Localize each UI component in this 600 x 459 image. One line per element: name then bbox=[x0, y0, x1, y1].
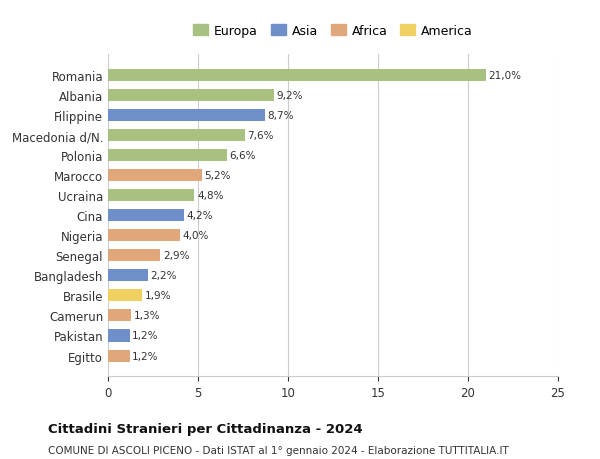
Text: 5,2%: 5,2% bbox=[204, 171, 231, 181]
Text: 7,6%: 7,6% bbox=[248, 131, 274, 141]
Text: 9,2%: 9,2% bbox=[276, 91, 303, 101]
Bar bbox=[108, 70, 486, 82]
Bar bbox=[108, 150, 227, 162]
Text: Cittadini Stranieri per Cittadinanza - 2024: Cittadini Stranieri per Cittadinanza - 2… bbox=[48, 422, 362, 435]
Text: 6,6%: 6,6% bbox=[229, 151, 256, 161]
Bar bbox=[108, 210, 184, 222]
Text: 2,2%: 2,2% bbox=[151, 271, 177, 281]
Text: 1,9%: 1,9% bbox=[145, 291, 172, 301]
Bar bbox=[108, 350, 130, 362]
Bar bbox=[108, 170, 202, 182]
Bar bbox=[108, 190, 194, 202]
Bar bbox=[108, 330, 130, 342]
Bar bbox=[108, 270, 148, 282]
Legend: Europa, Asia, Africa, America: Europa, Asia, Africa, America bbox=[188, 20, 478, 43]
Text: 4,2%: 4,2% bbox=[187, 211, 213, 221]
Text: 2,9%: 2,9% bbox=[163, 251, 190, 261]
Bar bbox=[108, 90, 274, 102]
Bar bbox=[108, 130, 245, 142]
Bar bbox=[108, 230, 180, 242]
Text: COMUNE DI ASCOLI PICENO - Dati ISTAT al 1° gennaio 2024 - Elaborazione TUTTITALI: COMUNE DI ASCOLI PICENO - Dati ISTAT al … bbox=[48, 445, 509, 455]
Bar bbox=[108, 310, 131, 322]
Text: 4,0%: 4,0% bbox=[182, 231, 209, 241]
Bar bbox=[108, 110, 265, 122]
Text: 1,2%: 1,2% bbox=[133, 331, 159, 341]
Text: 4,8%: 4,8% bbox=[197, 191, 224, 201]
Text: 1,3%: 1,3% bbox=[134, 311, 161, 321]
Bar bbox=[108, 250, 160, 262]
Bar bbox=[108, 290, 142, 302]
Text: 21,0%: 21,0% bbox=[488, 71, 522, 81]
Text: 1,2%: 1,2% bbox=[133, 351, 159, 361]
Text: 8,7%: 8,7% bbox=[267, 111, 294, 121]
